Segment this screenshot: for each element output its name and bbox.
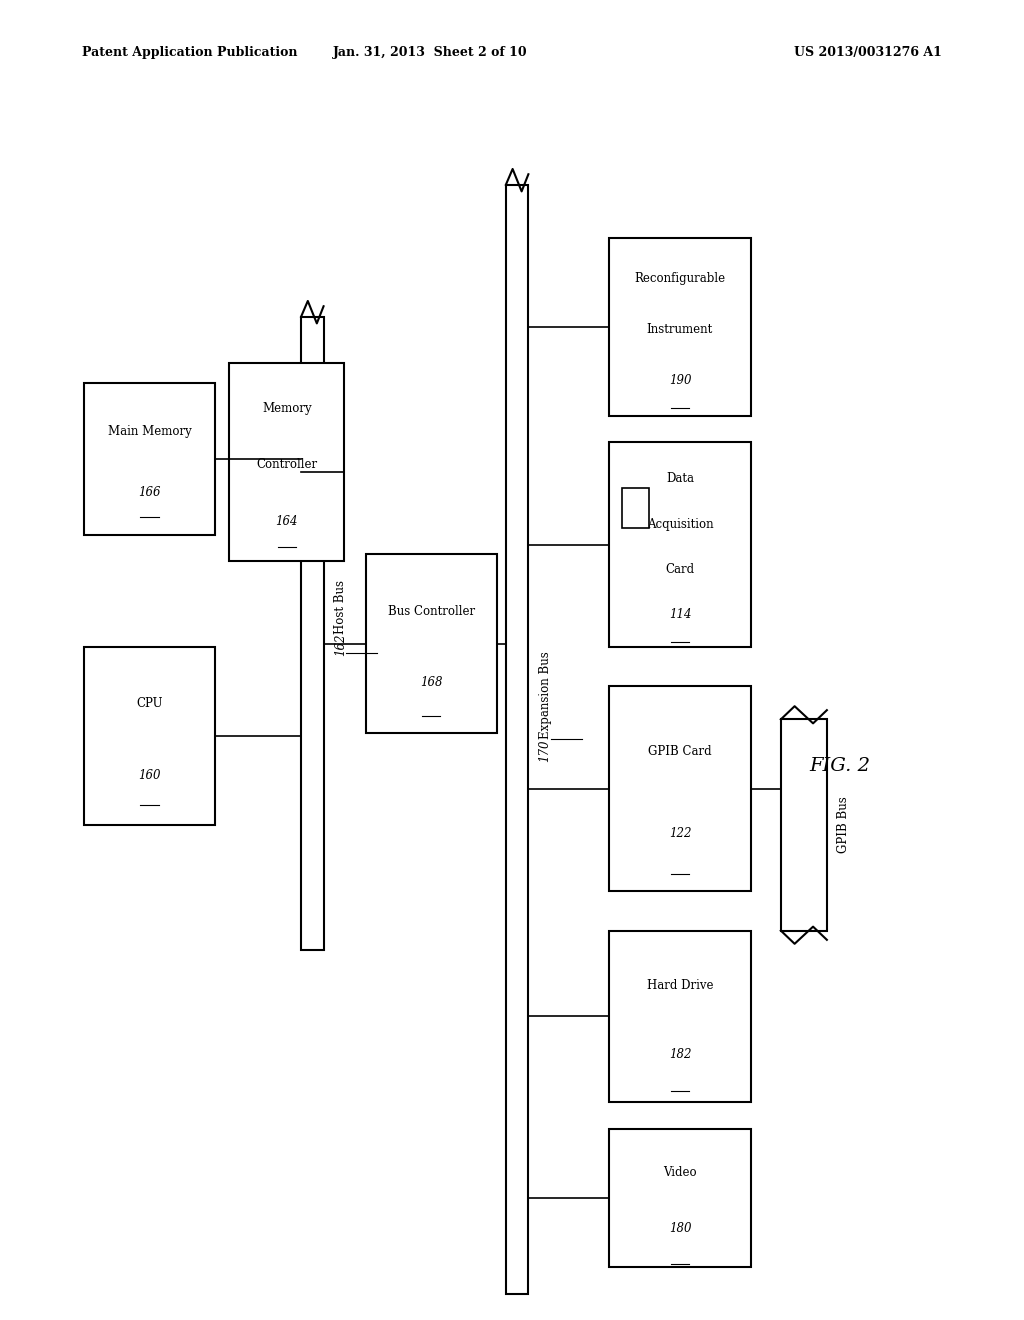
FancyBboxPatch shape — [609, 1129, 751, 1267]
FancyBboxPatch shape — [301, 317, 324, 950]
Text: 114: 114 — [669, 609, 691, 622]
FancyBboxPatch shape — [781, 719, 827, 931]
Text: Expansion Bus: Expansion Bus — [539, 648, 552, 739]
FancyBboxPatch shape — [609, 686, 751, 891]
Text: 160: 160 — [138, 768, 161, 781]
FancyBboxPatch shape — [84, 647, 215, 825]
FancyBboxPatch shape — [506, 185, 528, 1294]
Text: 162: 162 — [334, 634, 347, 656]
Text: Jan. 31, 2013  Sheet 2 of 10: Jan. 31, 2013 Sheet 2 of 10 — [333, 46, 527, 59]
Text: Card: Card — [666, 564, 694, 576]
Text: Video: Video — [664, 1167, 696, 1180]
FancyBboxPatch shape — [609, 442, 751, 647]
FancyBboxPatch shape — [622, 488, 649, 528]
Text: Bus Controller: Bus Controller — [387, 605, 475, 618]
Text: 180: 180 — [669, 1222, 691, 1236]
Text: Acquisition: Acquisition — [646, 517, 714, 531]
FancyBboxPatch shape — [229, 363, 344, 561]
Text: GPIB Card: GPIB Card — [648, 746, 712, 759]
Text: Reconfigurable: Reconfigurable — [635, 272, 725, 285]
Text: FIG. 2: FIG. 2 — [809, 756, 870, 775]
FancyBboxPatch shape — [609, 931, 751, 1102]
Text: Memory: Memory — [262, 401, 311, 414]
Text: Host Bus: Host Bus — [334, 576, 347, 634]
Text: Data: Data — [666, 473, 694, 484]
Text: GPIB Bus: GPIB Bus — [838, 797, 850, 853]
Text: Main Memory: Main Memory — [108, 425, 191, 438]
Text: Instrument: Instrument — [647, 323, 713, 335]
Text: Patent Application Publication: Patent Application Publication — [82, 46, 297, 59]
Text: 190: 190 — [669, 374, 691, 387]
Text: US 2013/0031276 A1: US 2013/0031276 A1 — [795, 46, 942, 59]
Text: 164: 164 — [275, 515, 298, 528]
Text: 182: 182 — [669, 1048, 691, 1061]
Text: 168: 168 — [420, 676, 442, 689]
FancyBboxPatch shape — [366, 554, 497, 733]
Text: 166: 166 — [138, 486, 161, 499]
Text: 122: 122 — [669, 828, 691, 841]
Text: 170: 170 — [539, 739, 552, 762]
Text: Hard Drive: Hard Drive — [647, 979, 713, 993]
Text: CPU: CPU — [136, 697, 163, 710]
FancyBboxPatch shape — [609, 238, 751, 416]
FancyBboxPatch shape — [84, 383, 215, 535]
Text: Controller: Controller — [256, 458, 317, 471]
